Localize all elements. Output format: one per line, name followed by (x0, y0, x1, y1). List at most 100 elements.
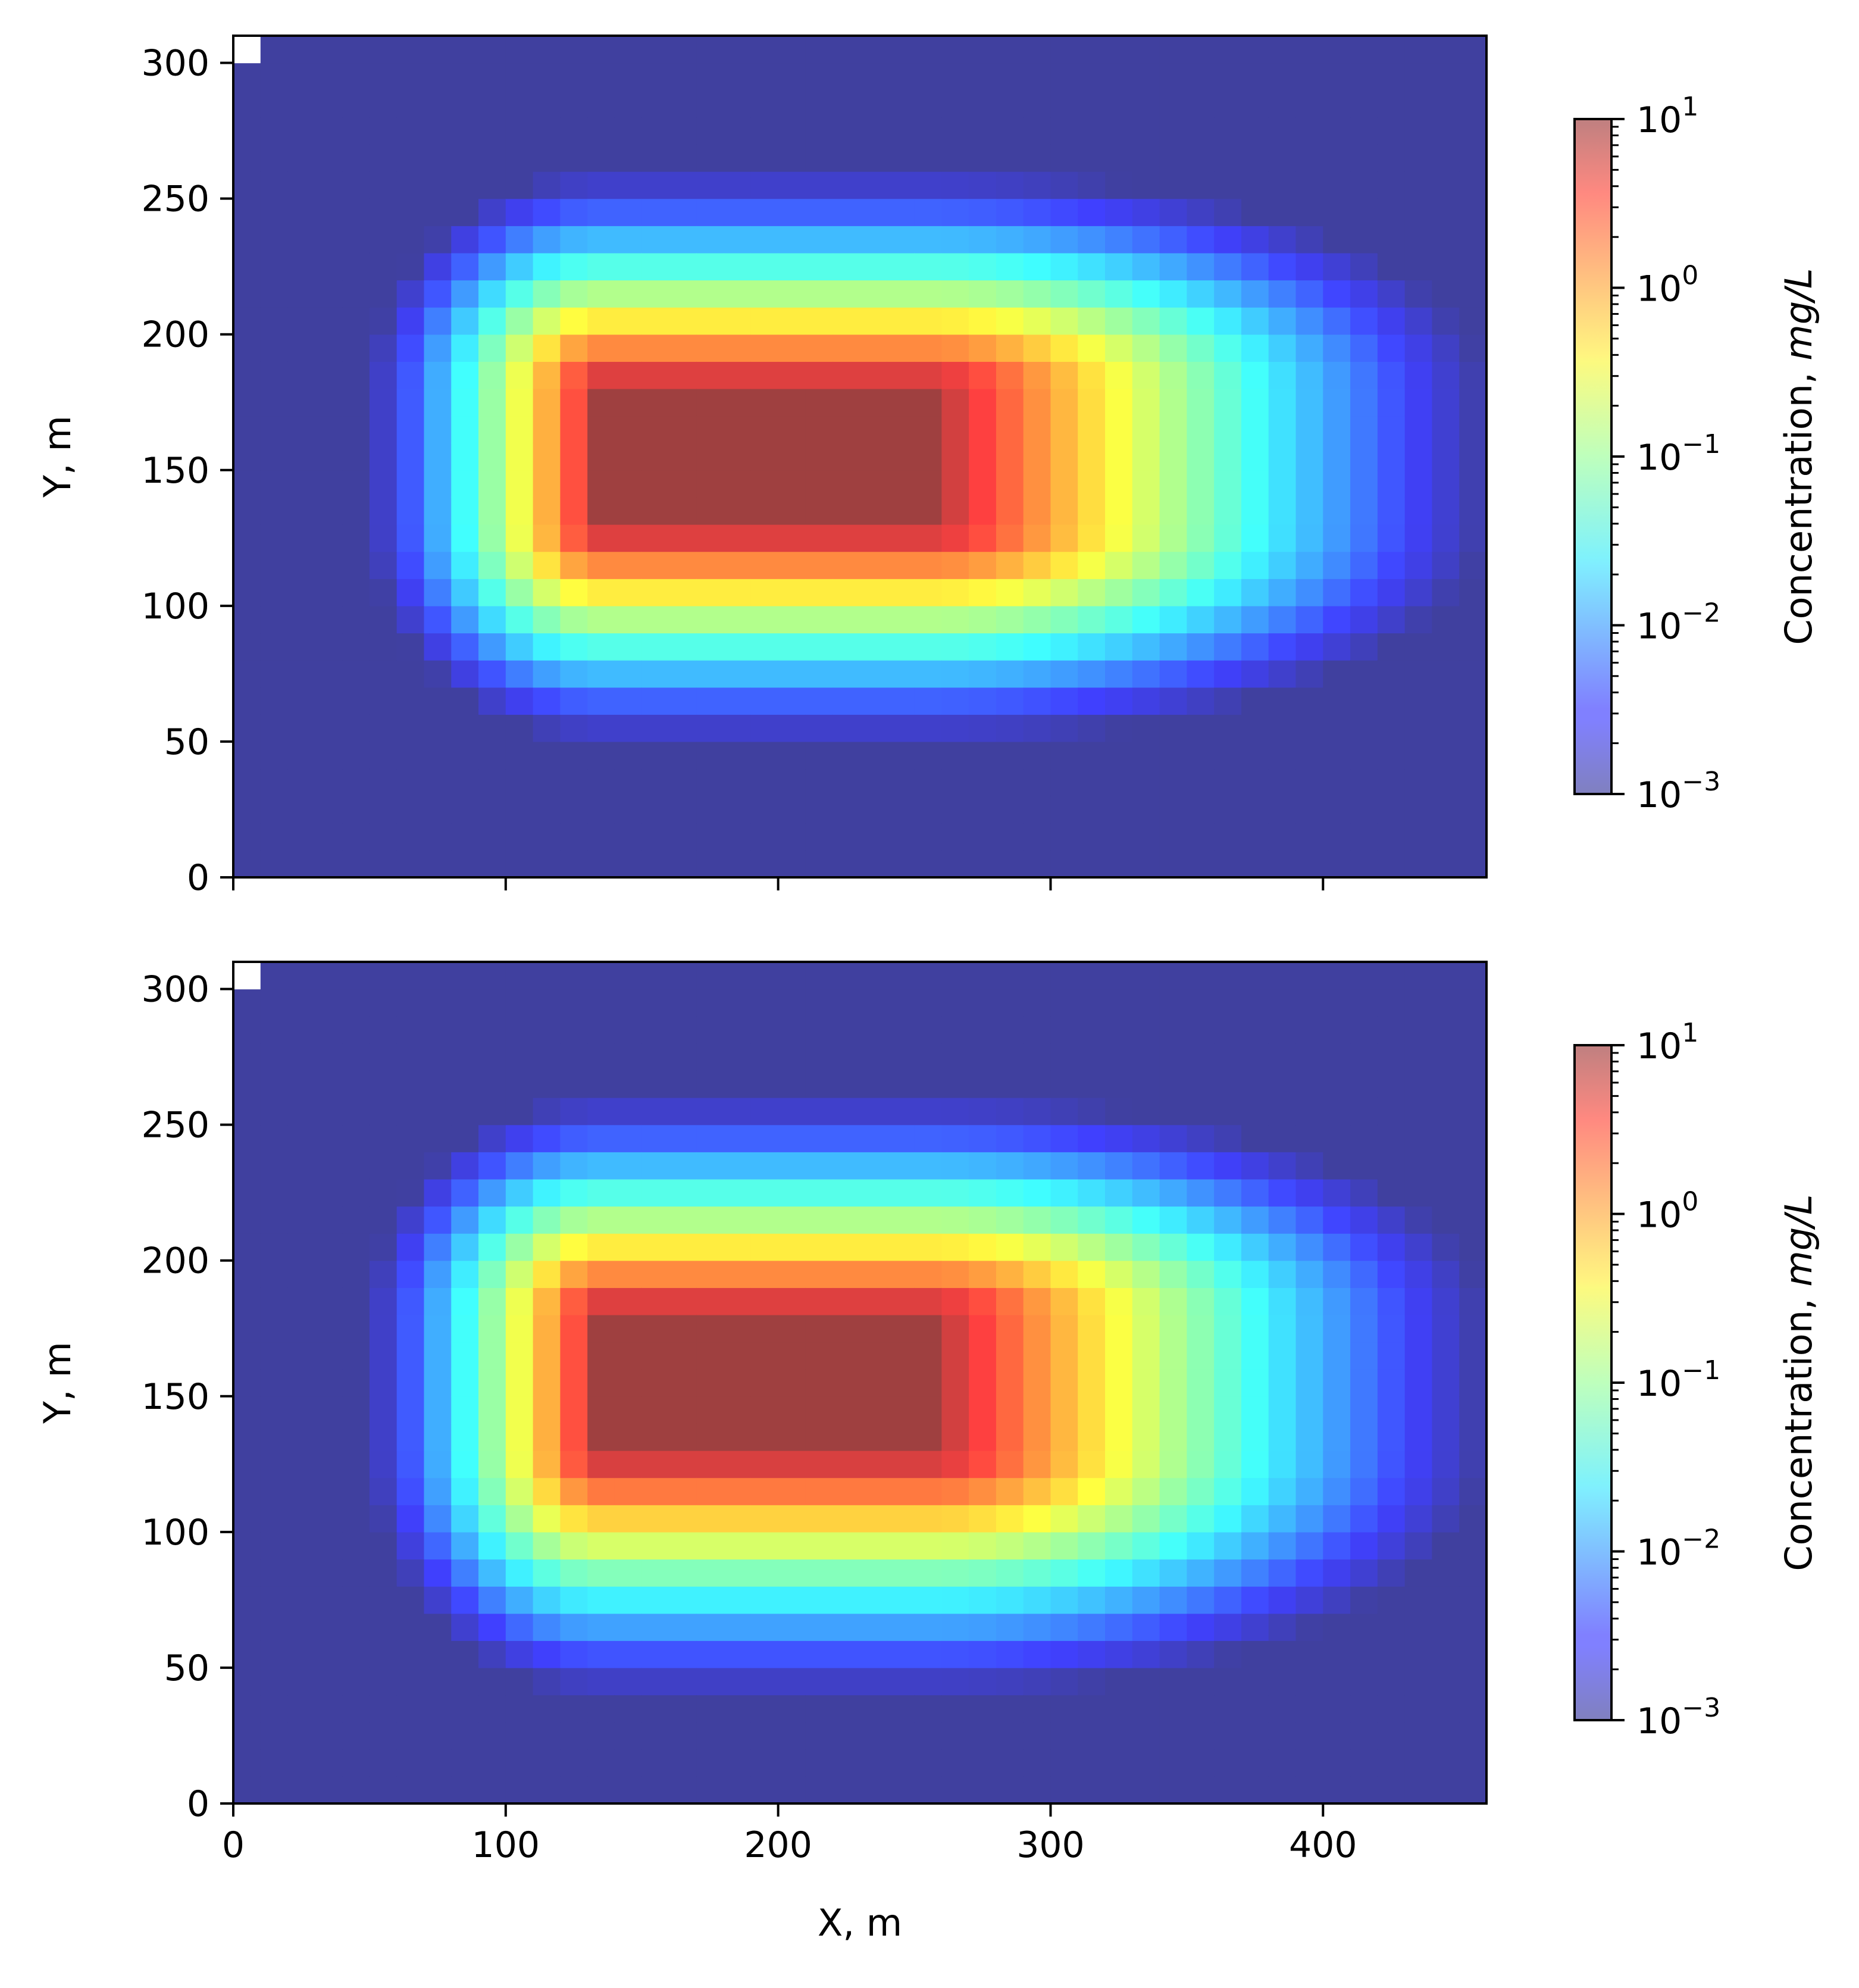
heatmap-cell (451, 307, 479, 335)
heatmap-cell (614, 1749, 643, 1777)
heatmap-cell (424, 850, 452, 878)
heatmap-cell (996, 144, 1024, 172)
heatmap-cell (641, 551, 670, 579)
heatmap-cell (1105, 1451, 1133, 1479)
heatmap-cell (1132, 1070, 1160, 1098)
heatmap-cell (833, 1098, 860, 1126)
heatmap-cell (1105, 1423, 1133, 1451)
heatmap-cell (1377, 90, 1406, 118)
heatmap-cell (451, 1749, 479, 1777)
heatmap-cell (1350, 226, 1378, 254)
heatmap-cell (1241, 307, 1269, 335)
heatmap-cell (805, 1124, 833, 1152)
heatmap-cell (724, 633, 752, 661)
heatmap-cell (805, 605, 833, 634)
heatmap-cell (1214, 1451, 1242, 1479)
heatmap-cell (914, 1451, 942, 1479)
heatmap-cell (1078, 361, 1106, 389)
heatmap-cell (941, 1749, 969, 1777)
heatmap-cell (1404, 90, 1433, 118)
heatmap-cell (1132, 1505, 1160, 1533)
heatmap-cell (914, 1179, 942, 1207)
heatmap-cell (696, 1206, 724, 1234)
heatmap-cell (260, 1531, 289, 1560)
heatmap-cell (641, 850, 670, 878)
heatmap-cell (260, 226, 289, 254)
heatmap-cell (287, 1586, 315, 1614)
heatmap-cell (1078, 443, 1106, 471)
heatmap-cell (533, 171, 561, 199)
heatmap-cell (724, 252, 752, 281)
heatmap-cell (1377, 171, 1406, 199)
heatmap-cell (1377, 1287, 1406, 1315)
heatmap-cell (1432, 1640, 1460, 1668)
heatmap-cell (260, 551, 289, 579)
heatmap-cell (1404, 1451, 1433, 1479)
heatmap-cell (1187, 1206, 1215, 1234)
heatmap-cell (1078, 497, 1106, 525)
heatmap-cell (1459, 1016, 1487, 1044)
heatmap-cell (315, 1179, 343, 1207)
heatmap-cell (941, 850, 969, 878)
heatmap-cell (369, 605, 398, 634)
heatmap-cell (315, 1613, 343, 1641)
heatmap-cell (1459, 524, 1487, 552)
heatmap-cell (1023, 117, 1051, 145)
heatmap-cell (805, 1477, 833, 1505)
heatmap-cell (315, 1531, 343, 1560)
heatmap-cell (941, 1287, 969, 1315)
heatmap-cell (750, 1749, 779, 1777)
heatmap-cell (750, 1070, 779, 1098)
heatmap-cell (560, 796, 588, 824)
heatmap-cell (860, 252, 888, 281)
heatmap-cell (1432, 768, 1460, 796)
heatmap-cell (996, 1423, 1024, 1451)
heatmap-cell (1241, 1695, 1269, 1723)
heatmap-cell (1159, 796, 1187, 824)
heatmap-cell (669, 687, 697, 715)
heatmap-cell (587, 226, 615, 254)
heatmap-cell (560, 1667, 588, 1696)
heatmap-cell (1404, 226, 1433, 254)
heatmap-cell (451, 1206, 479, 1234)
heatmap-cell (1404, 579, 1433, 607)
heatmap-cell (641, 117, 670, 145)
heatmap-cell (587, 1070, 615, 1098)
heatmap-cell (287, 144, 315, 172)
heatmap-cell (478, 361, 506, 389)
heatmap-cell (1241, 1314, 1269, 1343)
heatmap-cell (1159, 1640, 1187, 1668)
heatmap-cell (342, 1613, 370, 1641)
heatmap-cell (1323, 198, 1351, 226)
heatmap-cell (1459, 1559, 1487, 1587)
heatmap-cell (860, 551, 888, 579)
heatmap-cell (1023, 36, 1051, 64)
heatmap-cell (233, 334, 261, 362)
heatmap-cell (1404, 1586, 1433, 1614)
heatmap-cell (451, 1342, 479, 1370)
heatmap-cell (1350, 497, 1378, 525)
heatmap-cell (1159, 1098, 1187, 1126)
heatmap-cell (1187, 1695, 1215, 1723)
heatmap-cell (833, 1124, 860, 1152)
heatmap-cell (887, 307, 915, 335)
heatmap-cell (587, 687, 615, 715)
heatmap-cell (969, 605, 997, 634)
heatmap-cell (1295, 1776, 1323, 1804)
colorbar-tick-label: 100 (1636, 1187, 1698, 1236)
heatmap-cell (641, 90, 670, 118)
heatmap-cell (369, 687, 398, 715)
heatmap-cell (1323, 1152, 1351, 1180)
heatmap-cell (342, 579, 370, 607)
heatmap-cell (996, 714, 1024, 742)
heatmap-cell (941, 741, 969, 770)
heatmap-cell (533, 1369, 561, 1397)
heatmap-cell (1241, 1531, 1269, 1560)
heatmap-cell (1350, 551, 1378, 579)
heatmap-cell (696, 307, 724, 335)
heatmap-cell (260, 1477, 289, 1505)
heatmap-cell (1105, 1477, 1133, 1505)
heatmap-cell (424, 524, 452, 552)
heatmap-cell (1350, 198, 1378, 226)
heatmap-cell (1377, 962, 1406, 990)
